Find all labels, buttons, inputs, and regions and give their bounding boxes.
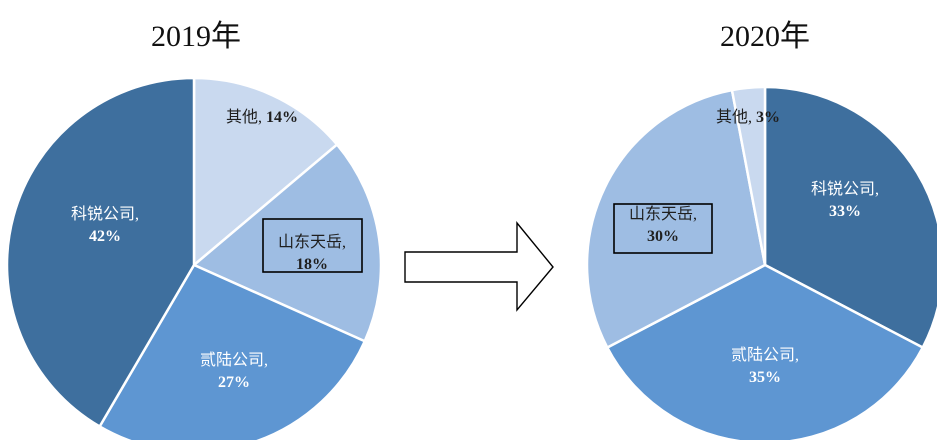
pie-slice-2019-1 [191,142,383,343]
slice-label-2019-3-value: 42% [89,228,121,245]
slice-label-2019-2-name: 贰陆公司, [200,350,268,369]
pie-slice-2020-3 [730,85,767,266]
slice-label-2019-1-box [262,218,363,273]
pie-slice-2020-2 [585,88,767,350]
slice-label-2020-3: 其他, 3% [716,108,780,126]
pie-chart-2019: 其他, 14% 山东天岳, 18% 贰陆公司, 27% 科锐公司, 42% [5,76,383,440]
slice-label-2020-2-value: 30% [647,228,679,245]
pie-chart-2020: 科锐公司, 33% 贰陆公司, 35% 山东天岳, 30% 其他, 3% [585,85,937,440]
slice-label-2020-1-value: 35% [749,369,781,386]
slice-label-2020-2-box [613,203,713,254]
slice-label-2020-2-name: 山东天岳, [629,205,697,223]
right-arrow-icon [404,221,554,312]
pie-slice-2019-2 [97,263,367,440]
pie-slice-2019-3 [5,76,196,429]
chart-title-2020: 2020年 [720,20,810,53]
slice-label-2020-1-name: 贰陆公司, [731,345,799,364]
slice-label-2019-2-value: 27% [218,374,250,391]
pie-slice-2019-0 [192,76,339,268]
slice-label-2019-3-name: 科锐公司, [71,205,139,223]
slice-label-2020-0-name: 科锐公司, [811,180,879,198]
pie-slice-2020-0 [763,85,937,350]
slice-label-2019-1-name: 山东天岳, [278,233,346,251]
slice-label-2019-1-value: 18% [296,256,328,273]
pie-slice-2020-1 [605,263,925,440]
slice-label-2020-0-value: 33% [829,203,861,220]
chart-title-2019: 2019年 [151,20,241,53]
slice-label-2019-0: 其他, 14% [226,108,298,126]
